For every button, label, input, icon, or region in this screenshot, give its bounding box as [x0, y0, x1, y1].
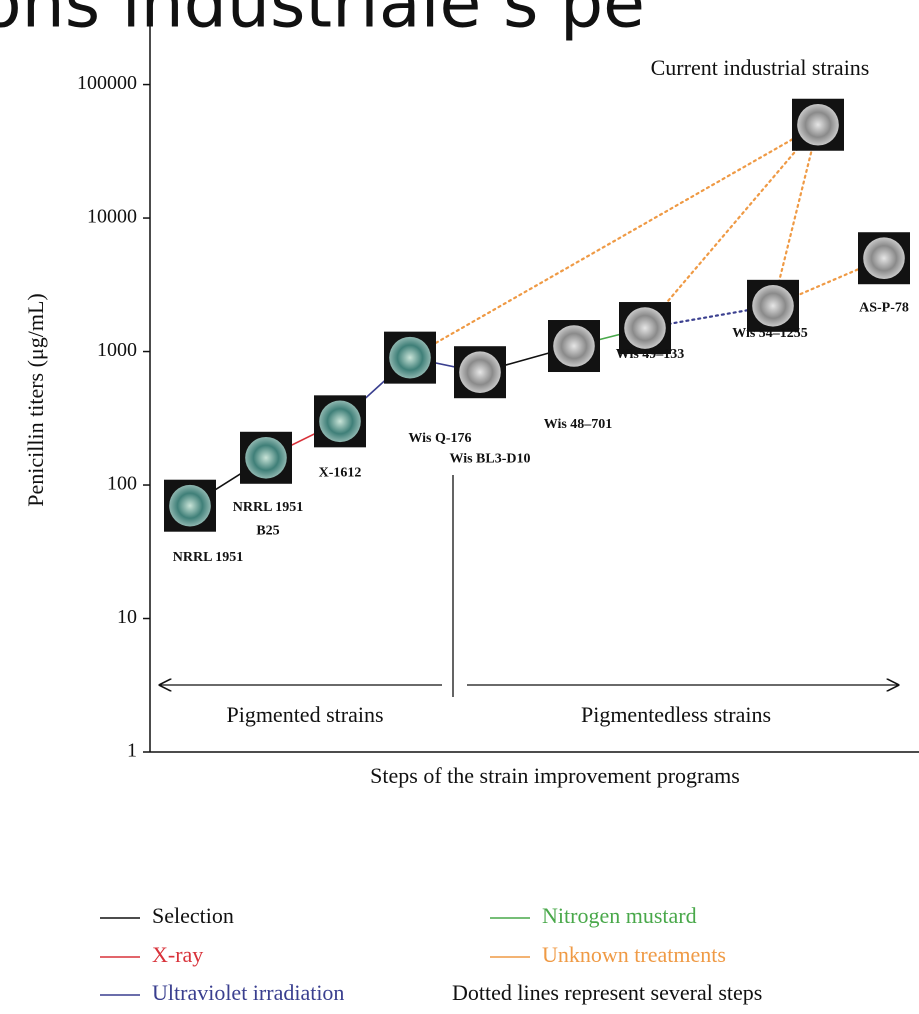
point-label: Current industrial strains [651, 55, 870, 80]
point-label: Wis BL3-D10 [449, 451, 530, 466]
y-tick-label: 100000 [77, 72, 137, 94]
y-tick-label: 10000 [87, 206, 137, 228]
colony [319, 401, 361, 443]
legend-label: Nitrogen mustard [542, 903, 697, 928]
point-label: Wis 48–701 [544, 417, 613, 432]
y-tick-label: 1000 [97, 339, 137, 361]
colony [459, 351, 501, 393]
colony [863, 237, 905, 279]
x-axis-label: Steps of the strain improvement programs [370, 763, 740, 788]
point-label: Wis 49–133 [616, 347, 685, 362]
legend-label: Selection [152, 903, 234, 928]
legend-label: Unknown treatments [542, 942, 726, 967]
legend-note: Dotted lines represent several steps [452, 980, 762, 1005]
annotation: Pigmentedless strains [581, 702, 771, 727]
point-label: Wis Q-176 [408, 431, 471, 446]
point-label: NRRL 1951 [173, 550, 243, 565]
colony [389, 337, 431, 379]
y-tick-label: 10 [117, 606, 137, 628]
colony [553, 325, 595, 367]
annotation: Pigmented strains [226, 702, 383, 727]
link [773, 125, 818, 306]
y-tick-label: 1 [127, 740, 137, 762]
colony [245, 437, 287, 479]
legend-label: Ultraviolet irradiation [152, 980, 344, 1005]
colony [169, 485, 211, 527]
header-fragment: ons industriale s pe [0, 0, 645, 44]
figure: ons industriale s pe Penicillin titers (… [0, 0, 919, 1014]
colony [624, 307, 666, 349]
colony [797, 104, 839, 146]
point-label: AS-P-78 [859, 300, 909, 315]
y-axis-label: Penicillin titers (μg/mL) [23, 293, 48, 506]
colony [752, 285, 794, 327]
point-label: Wis 54–1255 [732, 326, 808, 341]
point-label: X-1612 [319, 466, 362, 481]
legend-label: X-ray [152, 942, 203, 967]
y-tick-label: 100 [107, 473, 137, 495]
